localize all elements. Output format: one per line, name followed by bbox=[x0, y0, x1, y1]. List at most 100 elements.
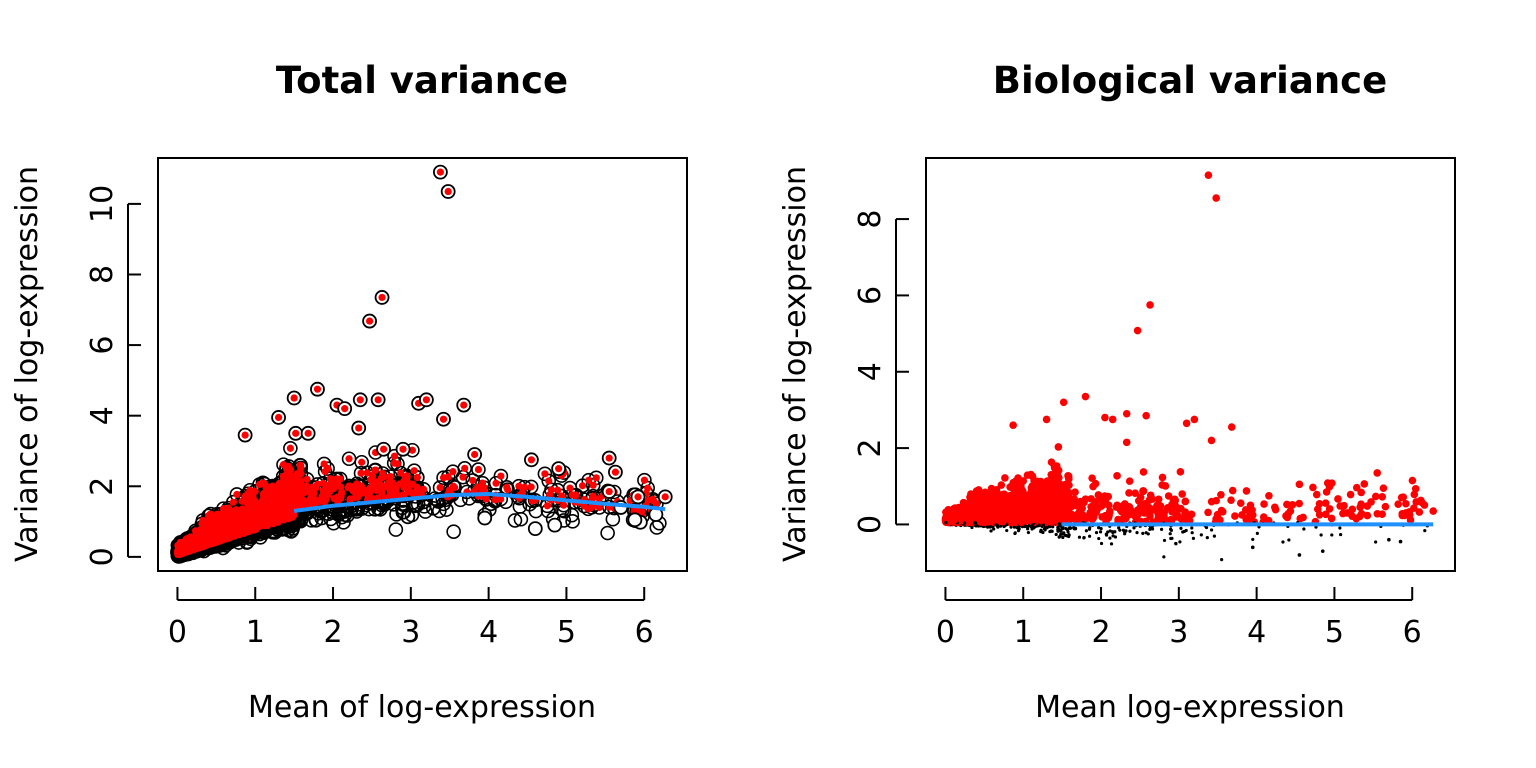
highlight-point bbox=[215, 524, 223, 532]
highlight-point bbox=[387, 488, 396, 497]
highlight-point bbox=[413, 473, 421, 482]
highlight-point bbox=[332, 480, 340, 488]
highlight-point bbox=[264, 495, 273, 503]
data-point bbox=[493, 468, 509, 484]
data-point bbox=[416, 499, 432, 514]
highlight-point bbox=[333, 493, 342, 501]
x-tick-label: 1 bbox=[246, 615, 265, 650]
highlight-point bbox=[298, 485, 306, 493]
highlight-point bbox=[611, 468, 620, 476]
highlight-point bbox=[422, 396, 430, 404]
highlight-point bbox=[410, 467, 418, 475]
highlight-point bbox=[387, 473, 395, 481]
data-point bbox=[605, 511, 621, 527]
highlight-point bbox=[317, 496, 325, 504]
highlight-point bbox=[215, 537, 223, 545]
highlight-point bbox=[406, 480, 414, 488]
highlight-point bbox=[388, 479, 397, 487]
highlight-point bbox=[356, 396, 364, 404]
highlight-point bbox=[284, 489, 292, 497]
data-point bbox=[1178, 490, 1187, 498]
data-point bbox=[396, 504, 412, 520]
highlight-point bbox=[566, 484, 574, 492]
highlight-point bbox=[449, 468, 457, 476]
highlight-point bbox=[256, 511, 264, 519]
data-point bbox=[507, 513, 523, 528]
highlight-point bbox=[554, 486, 562, 494]
highlight-point bbox=[444, 473, 452, 481]
data-point bbox=[565, 514, 580, 529]
data-point bbox=[477, 510, 493, 526]
highlight-point bbox=[292, 429, 300, 437]
highlight-point bbox=[357, 469, 365, 477]
highlight-point bbox=[184, 540, 192, 548]
data-point bbox=[488, 475, 504, 491]
highlight-point bbox=[226, 513, 234, 521]
highlight-point bbox=[605, 487, 613, 496]
highlight-point bbox=[371, 466, 380, 474]
highlight-point bbox=[366, 317, 374, 325]
highlight-point bbox=[592, 474, 600, 482]
highlight-point bbox=[372, 486, 381, 494]
highlight-point bbox=[445, 486, 454, 494]
highlight-point bbox=[474, 465, 483, 474]
highlight-point bbox=[578, 482, 587, 490]
plot-area bbox=[170, 164, 673, 564]
highlight-point bbox=[297, 497, 305, 505]
highlight-point bbox=[270, 518, 278, 526]
x-tick-label: 3 bbox=[401, 615, 420, 650]
total-variance-panel: Total variance Mean of log-expression Va… bbox=[10, 59, 688, 725]
highlight-point bbox=[286, 444, 294, 452]
data-point bbox=[446, 524, 461, 539]
highlight-point bbox=[345, 482, 353, 490]
data-point bbox=[600, 525, 615, 541]
highlight-point bbox=[436, 168, 444, 176]
highlight-point bbox=[209, 536, 217, 544]
highlight-point bbox=[262, 483, 270, 492]
chart-title: Total variance bbox=[276, 59, 568, 102]
highlight-point bbox=[241, 431, 249, 439]
highlight-point bbox=[341, 405, 349, 413]
data-point bbox=[320, 461, 335, 476]
data-point bbox=[283, 440, 298, 456]
data-point bbox=[537, 466, 553, 482]
highlight-point bbox=[413, 483, 421, 491]
highlight-point bbox=[527, 483, 535, 491]
highlight-point bbox=[260, 518, 268, 526]
points-layer bbox=[941, 171, 1438, 562]
highlight-point bbox=[304, 429, 312, 437]
highlight-point bbox=[313, 385, 322, 393]
highlight-point bbox=[191, 538, 200, 547]
highlight-point bbox=[354, 493, 362, 501]
highlight-point bbox=[268, 511, 276, 519]
highlight-point bbox=[290, 394, 298, 402]
highlight-point bbox=[276, 507, 284, 515]
data-point bbox=[445, 464, 461, 479]
data-point bbox=[400, 509, 416, 524]
data-point bbox=[541, 473, 557, 489]
highlight-point bbox=[585, 476, 593, 484]
highlight-point bbox=[274, 413, 283, 422]
data-point bbox=[627, 512, 643, 528]
highlight-point bbox=[634, 493, 642, 501]
highlight-point bbox=[589, 492, 597, 500]
x-tick-label: 5 bbox=[557, 615, 576, 650]
highlight-point bbox=[480, 484, 488, 492]
y-axis-label: Variance of log-expression bbox=[10, 166, 45, 562]
data-point bbox=[388, 522, 404, 537]
data-point bbox=[527, 492, 543, 508]
highlight-point bbox=[492, 479, 500, 487]
data-point bbox=[1179, 526, 1183, 530]
y-tick-label: 6 bbox=[85, 336, 120, 355]
y-tick-label: 10 bbox=[85, 185, 120, 223]
highlight-point bbox=[460, 401, 468, 409]
highlight-point bbox=[366, 488, 374, 496]
y-tick-label: 0 bbox=[85, 547, 120, 566]
highlight-point bbox=[176, 538, 184, 547]
highlight-point bbox=[310, 489, 318, 497]
highlight-point bbox=[326, 487, 334, 496]
highlight-point bbox=[545, 477, 553, 485]
highlight-point bbox=[403, 472, 411, 480]
highlight-point bbox=[471, 450, 479, 459]
